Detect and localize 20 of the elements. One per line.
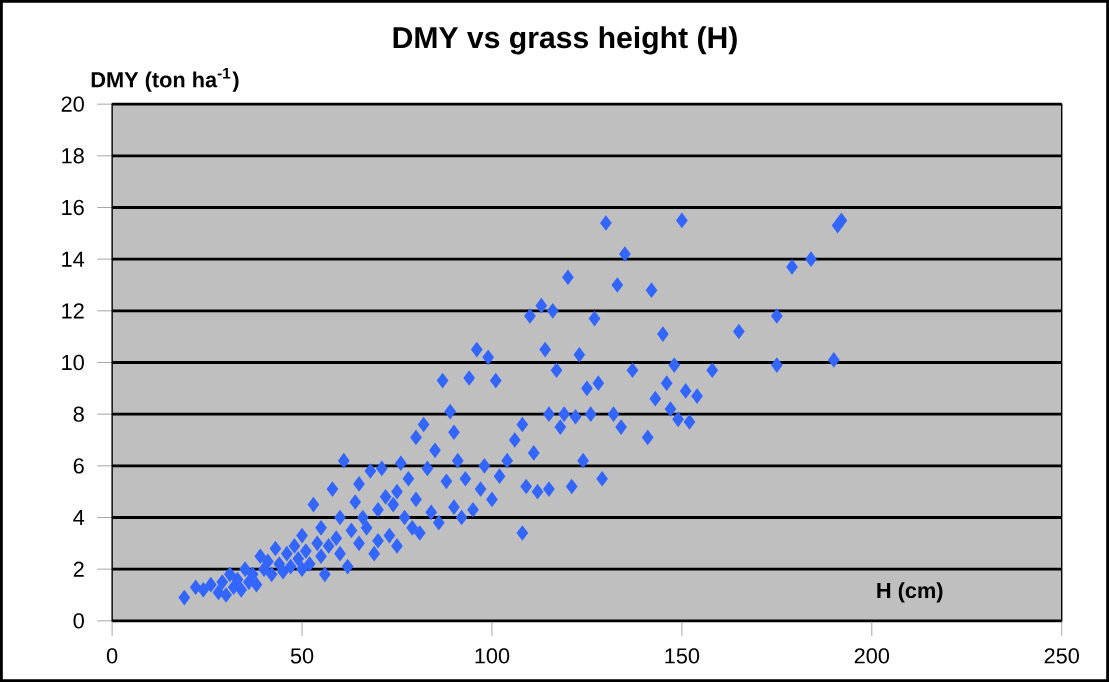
x-tick-label: 50: [290, 648, 314, 664]
y-tick-label: 6: [73, 458, 84, 474]
y-tick-label: 4: [73, 509, 85, 525]
y-tick-label: 8: [73, 406, 84, 422]
x-tick-label: 0: [106, 648, 118, 664]
x-tick-label: 250: [1044, 648, 1079, 664]
y-tick-label: 2: [73, 561, 84, 577]
y-axis-title: DMY (ton ha$^{-1}$): [91, 67, 239, 92]
y-tick-label: 0: [73, 613, 84, 629]
y-tick-label: 10: [62, 354, 84, 371]
x-tick-label: 200: [854, 648, 890, 664]
y-tick-label: 16: [62, 199, 84, 216]
y-tick-label: 12: [62, 303, 84, 319]
chart-title: DMY vs grass height (H): [393, 26, 737, 55]
x-tick-label: 100: [475, 648, 510, 664]
x-axis-title: H (cm): [877, 582, 943, 603]
y-tick-label: 18: [62, 148, 84, 164]
x-tick-label: 150: [665, 648, 700, 664]
y-tick-label: 20: [61, 96, 84, 112]
y-tick-label: 14: [62, 251, 85, 267]
